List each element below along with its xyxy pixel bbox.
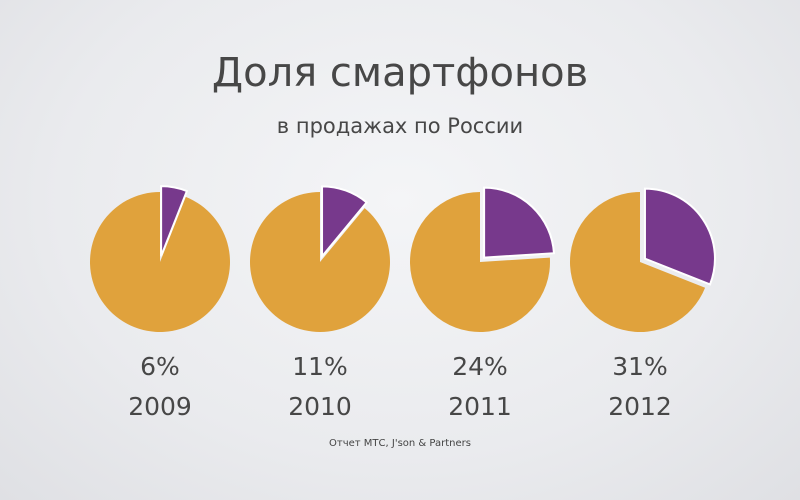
pie-slice-smartphones-2009 (160, 185, 189, 257)
page-subtitle: в продажах по России (276, 114, 524, 138)
year-label-2010: 2010 (288, 392, 352, 421)
pie-slice-other-2010 (250, 192, 391, 333)
pie-slice-smartphones-2012 (643, 187, 716, 286)
page-title: Доля смартфонов (211, 50, 589, 96)
year-label-2011: 2011 (448, 392, 512, 421)
percent-label-2010: 11% (292, 352, 348, 381)
pie-slice-smartphones-2011 (483, 186, 556, 259)
year-label-2012: 2012 (608, 392, 672, 421)
source-note: Отчет МТС, J'son & Partners (329, 438, 471, 449)
pie-slice-other-2011 (410, 192, 550, 332)
pie-slice-smartphones-2010 (321, 185, 369, 260)
pie-slice-other-2009 (89, 192, 230, 332)
pie-slice-other-2012 (570, 192, 706, 332)
percent-label-2009: 6% (140, 352, 180, 381)
percent-label-2011: 24% (452, 352, 508, 381)
year-label-2009: 2009 (128, 392, 192, 421)
percent-label-2012: 31% (612, 352, 668, 381)
